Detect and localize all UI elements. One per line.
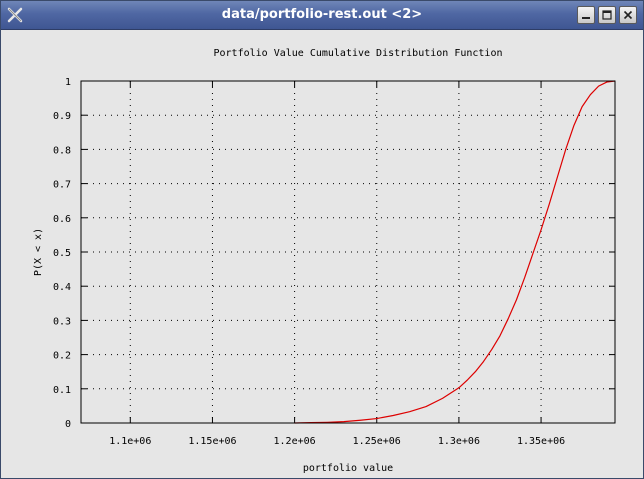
y-tick-label: 0.9 [53, 111, 71, 122]
y-tick-label: 0.4 [53, 282, 71, 293]
x-axis-label: portfolio value [303, 463, 393, 474]
y-tick-label: 1 [65, 77, 71, 88]
cdf-series-line [294, 80, 616, 424]
maximize-button[interactable] [598, 6, 616, 24]
x-tick-label: 1.35e+06 [517, 436, 565, 447]
grid-lines [81, 81, 615, 423]
series-layer [294, 80, 616, 424]
chart-title: Portfolio Value Cumulative Distribution … [214, 48, 503, 59]
x-tick-label: 1.25e+06 [353, 436, 401, 447]
tick-labels: 1.1e+06 1.15e+06 1.2e+06 1.25e+06 1.3e+06 1.3… [53, 77, 565, 447]
plot-canvas: Portfolio Value Cumulative Distribution … [1, 30, 643, 478]
x-tick-label: 1.3e+06 [438, 436, 480, 447]
y-tick-label: 0.5 [53, 248, 71, 259]
maximize-icon [602, 10, 612, 20]
close-icon [623, 10, 633, 20]
x-tick-label: 1.2e+06 [274, 436, 316, 447]
title-bar[interactable]: data/portfolio-rest.out <2> [1, 1, 643, 30]
plot-border [80, 80, 616, 424]
cdf-chart: Portfolio Value Cumulative Distribution … [33, 48, 616, 474]
y-tick-label: 0.8 [53, 145, 71, 156]
y-axis-label: P(X < x) [33, 228, 44, 276]
y-tick-label: 0 [65, 419, 71, 430]
minimize-icon [582, 17, 590, 19]
y-tick-label: 0.6 [53, 214, 71, 225]
minimize-button[interactable] [577, 6, 595, 24]
y-tick-label: 0.3 [53, 316, 71, 327]
app-x-icon[interactable] [6, 6, 24, 24]
x-tick-label: 1.1e+06 [109, 436, 151, 447]
axis-ticks [81, 80, 615, 424]
y-tick-label: 0.7 [53, 180, 71, 191]
x-tick-label: 1.15e+06 [188, 436, 236, 447]
y-tick-label: 0.1 [53, 385, 71, 396]
window-title: data/portfolio-rest.out <2> [221, 7, 423, 22]
y-tick-label: 0.2 [53, 351, 71, 362]
close-button[interactable] [619, 6, 637, 24]
